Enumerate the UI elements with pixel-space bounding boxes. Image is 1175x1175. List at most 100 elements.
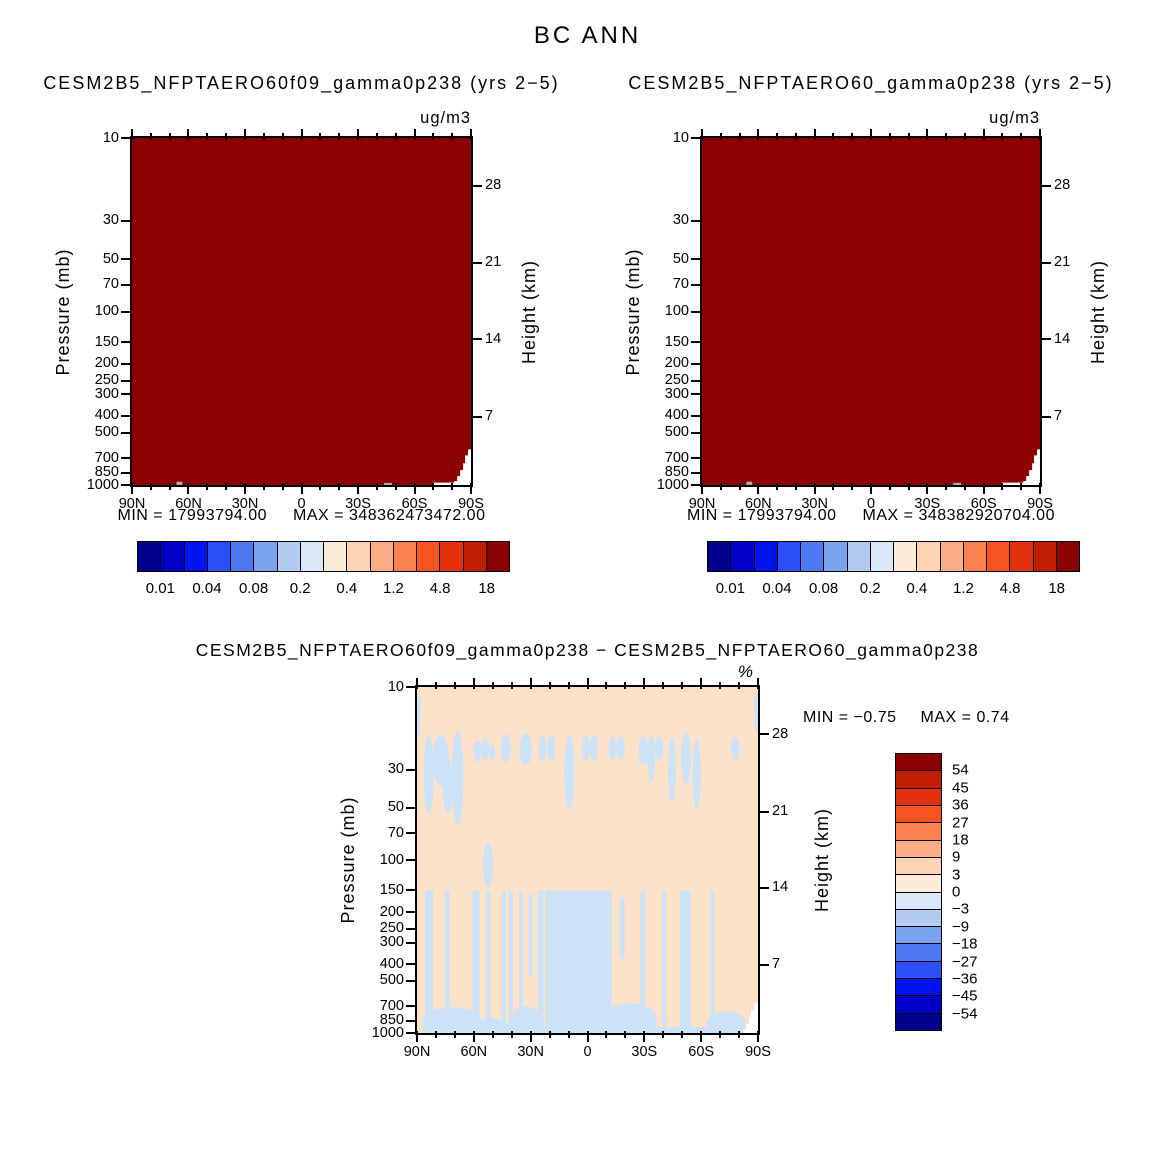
latitude-tick [870, 129, 872, 140]
colorbar-cell [917, 542, 941, 571]
latitude-tick [472, 1031, 475, 1042]
max-value: MAX = 348362473472.00 [293, 507, 486, 524]
latitude-tick [738, 682, 741, 689]
latitude-tick [794, 133, 797, 140]
height-tick [1040, 338, 1051, 341]
height-tick-label: 7 [772, 956, 781, 973]
latitude-tick [394, 133, 397, 140]
height-tick-label: 28 [1054, 177, 1071, 194]
latitude-tick [888, 133, 891, 140]
latitude-tick [432, 483, 435, 490]
bc-field-right [702, 138, 1040, 485]
latitude-tick [434, 1031, 437, 1038]
colorbar-cells [137, 541, 510, 572]
latitude-tick [813, 129, 816, 140]
latitude-tick [356, 483, 359, 494]
latitude-tick [757, 678, 759, 689]
latitude-tick [131, 129, 133, 140]
colorbar-label: 18 [1048, 580, 1066, 597]
colorbar-cell [801, 542, 825, 571]
colorbar-cell [370, 542, 394, 571]
latitude-tick [1039, 483, 1041, 494]
pressure-tick-label: 500 [379, 972, 404, 989]
pressure-tick [121, 341, 132, 344]
pressure-tick-label: 400 [664, 407, 689, 424]
max-value: MAX = 348382920704.00 [862, 507, 1055, 524]
latitude-tick [982, 483, 985, 494]
colorbar-label: 0 [952, 883, 961, 901]
pressure-tick-label: 250 [379, 920, 404, 937]
min-value: MIN = −0.75 [803, 709, 897, 726]
latitude-tick [491, 682, 494, 689]
colorbar-cell [347, 542, 371, 571]
max-value: MAX = 0.74 [920, 709, 1010, 726]
latitude-tick [945, 483, 948, 490]
latitude-tick [813, 483, 816, 494]
pressure-tick [691, 379, 702, 382]
height-axis-label: Height (km) [519, 259, 539, 364]
latitude-tick [963, 483, 966, 490]
pressure-tick [406, 768, 417, 771]
latitude-tick-label: 0 [297, 496, 306, 512]
pressure-tick-label: 700 [664, 449, 689, 466]
pressure-tick-label: 850 [379, 1012, 404, 1029]
latitude-tick [662, 1031, 665, 1038]
colorbar-cell [896, 979, 941, 997]
latitude-tick [548, 1031, 551, 1038]
colorbar-label: 0.01 [715, 580, 745, 597]
latitude-tick [681, 682, 684, 689]
panel-left-colorbar: 0.01 0.04 0.08 0.2 0.4 1.2 4.8 18 [137, 541, 510, 597]
min-value: MIN = 17993794.00 [117, 507, 268, 524]
colorbar-label: 0.08 [808, 580, 839, 597]
height-tick [1040, 184, 1051, 187]
latitude-tick [586, 1031, 589, 1042]
latitude-tick [701, 483, 703, 494]
height-tick [471, 415, 482, 418]
latitude-tick-label: 30S [345, 496, 371, 512]
pressure-tick-label: 700 [379, 997, 404, 1014]
latitude-tick [719, 483, 722, 490]
panel-diff-units: % [737, 662, 754, 681]
pressure-tick [121, 457, 132, 460]
colorbar-label: −9 [952, 918, 970, 936]
latitude-tick-label: 90S [745, 1044, 771, 1060]
latitude-tick [206, 483, 209, 490]
pressure-tick-label: 850 [94, 464, 119, 481]
latitude-tick [832, 133, 835, 140]
colorbar-cell [896, 771, 941, 789]
pressure-tick [121, 471, 132, 474]
height-tick [758, 810, 769, 813]
colorbar-label: 9 [952, 848, 961, 866]
colorbar-label: −27 [952, 953, 978, 970]
pressure-tick-label: 150 [94, 333, 119, 350]
colorbar-label: 0.2 [859, 580, 881, 597]
latitude-tick-label: 0 [583, 1044, 592, 1060]
height-tick-label: 28 [772, 725, 789, 742]
pressure-tick-label: 30 [102, 212, 119, 229]
latitude-tick [624, 1031, 627, 1038]
colorbar-cell [963, 542, 987, 571]
colorbar-label: 0.4 [906, 580, 928, 597]
latitude-tick [926, 129, 929, 140]
height-tick-label: 7 [1054, 408, 1063, 425]
latitude-tick [281, 483, 284, 490]
latitude-tick [870, 483, 872, 494]
latitude-tick [413, 129, 416, 140]
negative-anomaly-blobs [417, 690, 758, 1033]
latitude-tick [187, 483, 190, 494]
colorbar-cell [896, 857, 941, 876]
pressure-tick-label: 200 [379, 903, 404, 920]
pressure-tick [121, 393, 132, 396]
latitude-tick [681, 1031, 684, 1038]
pressure-tick-label: 150 [664, 333, 689, 350]
colorbar-cell [896, 805, 941, 824]
colorbar-cell [896, 927, 941, 945]
terrain-mask [384, 482, 392, 485]
colorbar-cell [896, 1013, 941, 1030]
latitude-tick-label: 60N [175, 496, 202, 512]
latitude-tick [491, 1031, 494, 1038]
colorbar-cell [300, 542, 324, 571]
colorbar-label: 54 [952, 761, 969, 779]
pressure-tick-label: 100 [94, 303, 119, 319]
pressure-tick [691, 258, 702, 261]
